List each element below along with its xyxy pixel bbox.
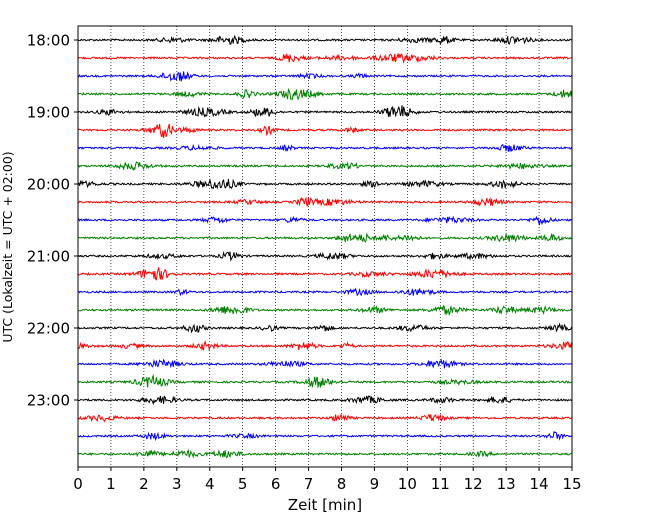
x-tick-label-13: 13 xyxy=(497,475,516,493)
trace-18:30 xyxy=(77,71,573,82)
x-tick-label-1: 1 xyxy=(106,475,116,493)
plot-frame xyxy=(77,25,573,468)
x-tick-label-4: 4 xyxy=(205,475,215,493)
y-tick-label-22:00: 22:00 xyxy=(27,320,70,338)
trace-23:00 xyxy=(77,395,573,406)
trace-20:15 xyxy=(77,196,572,207)
y-axis-ticks: 18:00 19:00 20:00 21:00 22:00 23:00 xyxy=(27,32,78,410)
trace-21:00 xyxy=(77,250,572,262)
trace-19:15 xyxy=(77,123,572,138)
trace-23:45 xyxy=(77,448,572,459)
x-tick-label-0: 0 xyxy=(73,475,83,493)
trace-19:00 xyxy=(77,105,572,118)
x-tick-label-10: 10 xyxy=(398,475,417,493)
trace-22:30 xyxy=(77,358,572,369)
x-tick-label-3: 3 xyxy=(172,475,182,493)
y-axis-label: UTC (Lokalzeit = UTC + 02:00) xyxy=(0,151,15,342)
x-tick-label-14: 14 xyxy=(530,475,549,493)
trace-20:45 xyxy=(77,232,572,243)
trace-22:00 xyxy=(77,322,573,334)
x-axis-label: Zeit [min] xyxy=(288,496,362,514)
x-tick-label-11: 11 xyxy=(431,475,450,493)
trace-23:30 xyxy=(77,431,572,442)
trace-19:30 xyxy=(77,143,573,152)
trace-20:30 xyxy=(77,215,572,226)
y-tick-label-18:00: 18:00 xyxy=(27,32,70,50)
x-tick-label-6: 6 xyxy=(271,475,281,493)
trace-19:45 xyxy=(77,161,572,172)
trace-18:45 xyxy=(77,87,573,101)
y-tick-label-23:00: 23:00 xyxy=(27,392,70,410)
seismogram-traces xyxy=(77,34,573,459)
trace-22:15 xyxy=(77,340,573,352)
trace-21:15 xyxy=(77,267,572,281)
trace-18:15 xyxy=(77,53,572,64)
trace-21:45 xyxy=(77,304,572,316)
trace-18:00 xyxy=(77,34,572,46)
x-tick-label-12: 12 xyxy=(464,475,483,493)
y-tick-label-21:00: 21:00 xyxy=(27,248,70,266)
y-tick-label-19:00: 19:00 xyxy=(27,104,70,122)
trace-23:15 xyxy=(77,413,572,423)
trace-20:00 xyxy=(77,178,572,190)
x-tick-label-15: 15 xyxy=(562,475,581,493)
x-tick-label-2: 2 xyxy=(139,475,149,493)
trace-21:30 xyxy=(77,287,572,297)
x-tick-label-5: 5 xyxy=(238,475,248,493)
trace-22:45 xyxy=(77,373,572,388)
y-tick-label-20:00: 20:00 xyxy=(27,176,70,194)
x-axis-ticks: 0 1 2 3 4 5 6 7 8 9 10 11 12 13 14 15 xyxy=(73,467,582,493)
x-tick-label-8: 8 xyxy=(337,475,347,493)
x-tick-label-7: 7 xyxy=(304,475,314,493)
x-tick-label-9: 9 xyxy=(370,475,380,493)
